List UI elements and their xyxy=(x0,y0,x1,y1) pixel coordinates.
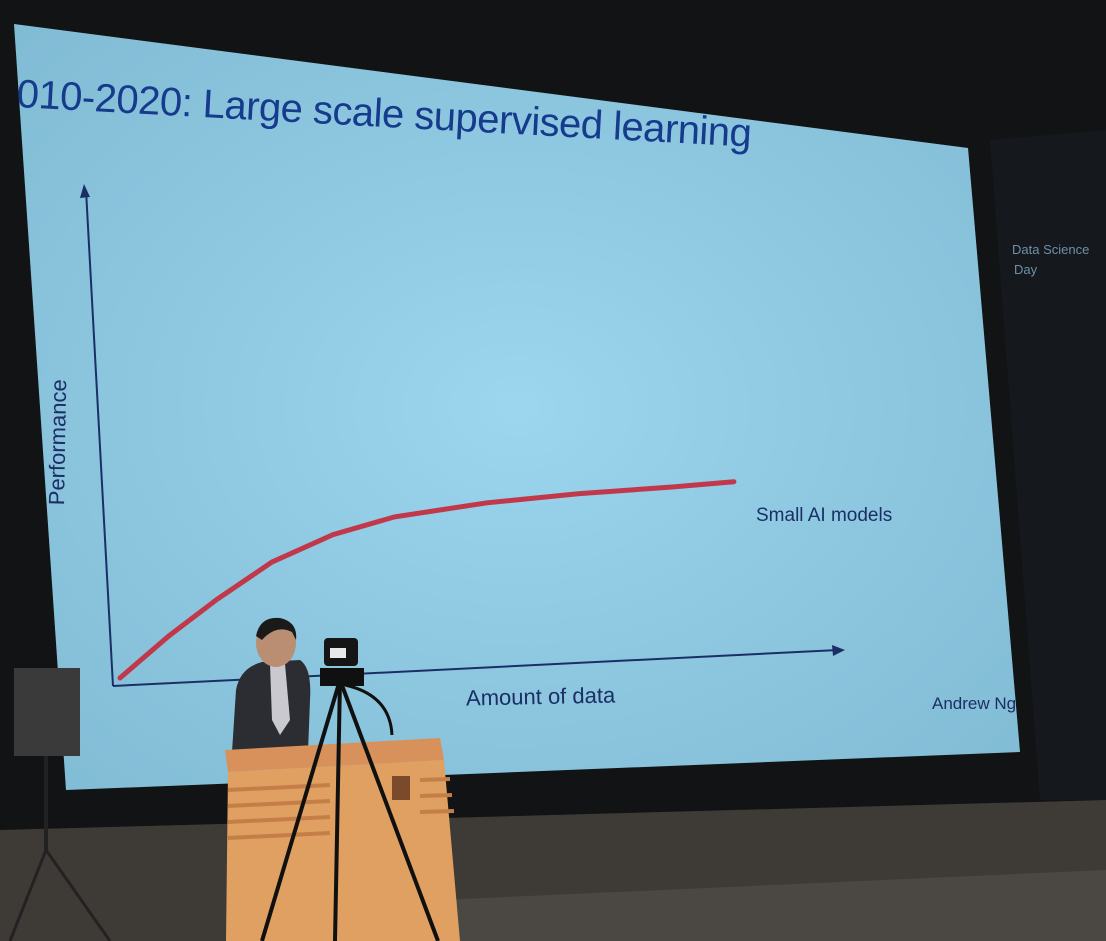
banner-title: Data Science xyxy=(1012,242,1090,257)
banner-subtitle: Day xyxy=(1014,262,1038,277)
chart-axes xyxy=(80,184,845,687)
y-axis-arrow xyxy=(80,184,90,198)
series-label-small-ai-models: Small AI models xyxy=(756,505,893,526)
y-axis-label: Performance xyxy=(44,379,72,506)
x-axis-arrow xyxy=(832,645,845,656)
x-axis-label: Amount of data xyxy=(465,682,616,711)
x-axis xyxy=(112,649,839,687)
camera-tripod xyxy=(260,679,440,941)
speaker-box xyxy=(14,668,80,756)
side-banner xyxy=(990,130,1106,800)
series-line-small-ai-models xyxy=(117,479,737,681)
y-axis xyxy=(85,189,114,687)
podium xyxy=(225,738,460,941)
presenter xyxy=(232,617,311,752)
slide-author: Andrew Ng xyxy=(932,694,1017,713)
